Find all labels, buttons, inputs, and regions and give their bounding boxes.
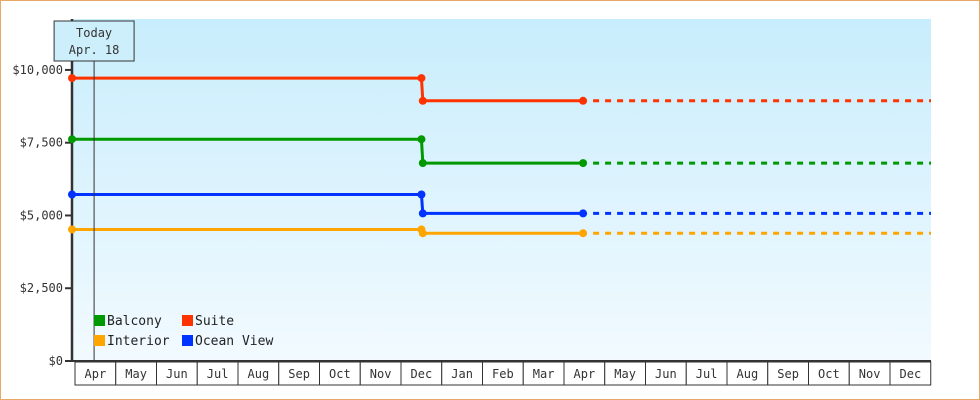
data-point xyxy=(68,74,76,83)
data-point xyxy=(68,190,76,199)
data-point xyxy=(68,135,76,144)
y-tick-label: $10,000 xyxy=(12,63,63,77)
legend-swatch xyxy=(182,335,193,346)
data-point xyxy=(579,96,588,105)
x-tick-label: Nov xyxy=(859,367,881,381)
data-point xyxy=(68,225,76,234)
data-point xyxy=(417,74,426,83)
legend-label: Suite xyxy=(195,314,234,329)
x-tick-label: Jun xyxy=(166,367,188,381)
legend-swatch xyxy=(94,315,105,326)
x-tick-label: Jul xyxy=(207,367,229,381)
x-tick-label: Aug xyxy=(248,367,270,381)
y-tick-label: $5,000 xyxy=(20,208,63,222)
x-tick-label: Oct xyxy=(818,367,840,381)
data-point xyxy=(418,159,427,168)
x-tick-label: Oct xyxy=(329,367,351,381)
today-box xyxy=(53,20,135,62)
x-tick-label: Apr xyxy=(85,367,107,381)
y-tick-label: $7,500 xyxy=(20,136,63,150)
data-point xyxy=(579,159,588,168)
x-tick-label: Aug xyxy=(737,367,759,381)
x-tick-label: Mar xyxy=(533,367,555,381)
plot-area xyxy=(72,19,931,361)
series-line-suite xyxy=(72,76,584,103)
data-point xyxy=(418,96,427,105)
x-tick-label: May xyxy=(614,367,636,381)
series-line-balcony xyxy=(72,137,584,165)
today-title: Today xyxy=(76,26,112,40)
legend-label: Ocean View xyxy=(195,334,273,349)
x-tick-label: May xyxy=(125,367,147,381)
x-tick-label: Nov xyxy=(370,367,392,381)
x-tick-label: Jun xyxy=(655,367,677,381)
data-point xyxy=(579,229,588,238)
y-tick-label: $2,500 xyxy=(20,281,63,295)
x-tick-box xyxy=(889,361,932,386)
legend-label: Interior xyxy=(107,334,170,349)
legend-swatch xyxy=(182,315,193,326)
x-tick-label: Dec xyxy=(411,367,433,381)
x-tick-label: Feb xyxy=(492,367,514,381)
legend-label: Balcony xyxy=(107,314,162,329)
data-point xyxy=(417,190,426,199)
series-line-ocean-view xyxy=(72,193,584,215)
legend-swatch xyxy=(94,335,105,346)
data-point xyxy=(417,135,426,144)
x-tick-label: Apr xyxy=(574,367,596,381)
x-tick-label: Sep xyxy=(288,367,310,381)
x-tick-label: Dec xyxy=(900,367,922,381)
y-tick-label: $0 xyxy=(49,354,63,368)
data-point xyxy=(418,229,427,238)
data-point xyxy=(579,209,588,218)
x-tick-label: Sep xyxy=(777,367,799,381)
x-tick-label: Jan xyxy=(451,367,473,381)
x-tick-label: Jul xyxy=(696,367,718,381)
data-point xyxy=(418,209,427,218)
today-date: Apr. 18 xyxy=(69,43,120,57)
